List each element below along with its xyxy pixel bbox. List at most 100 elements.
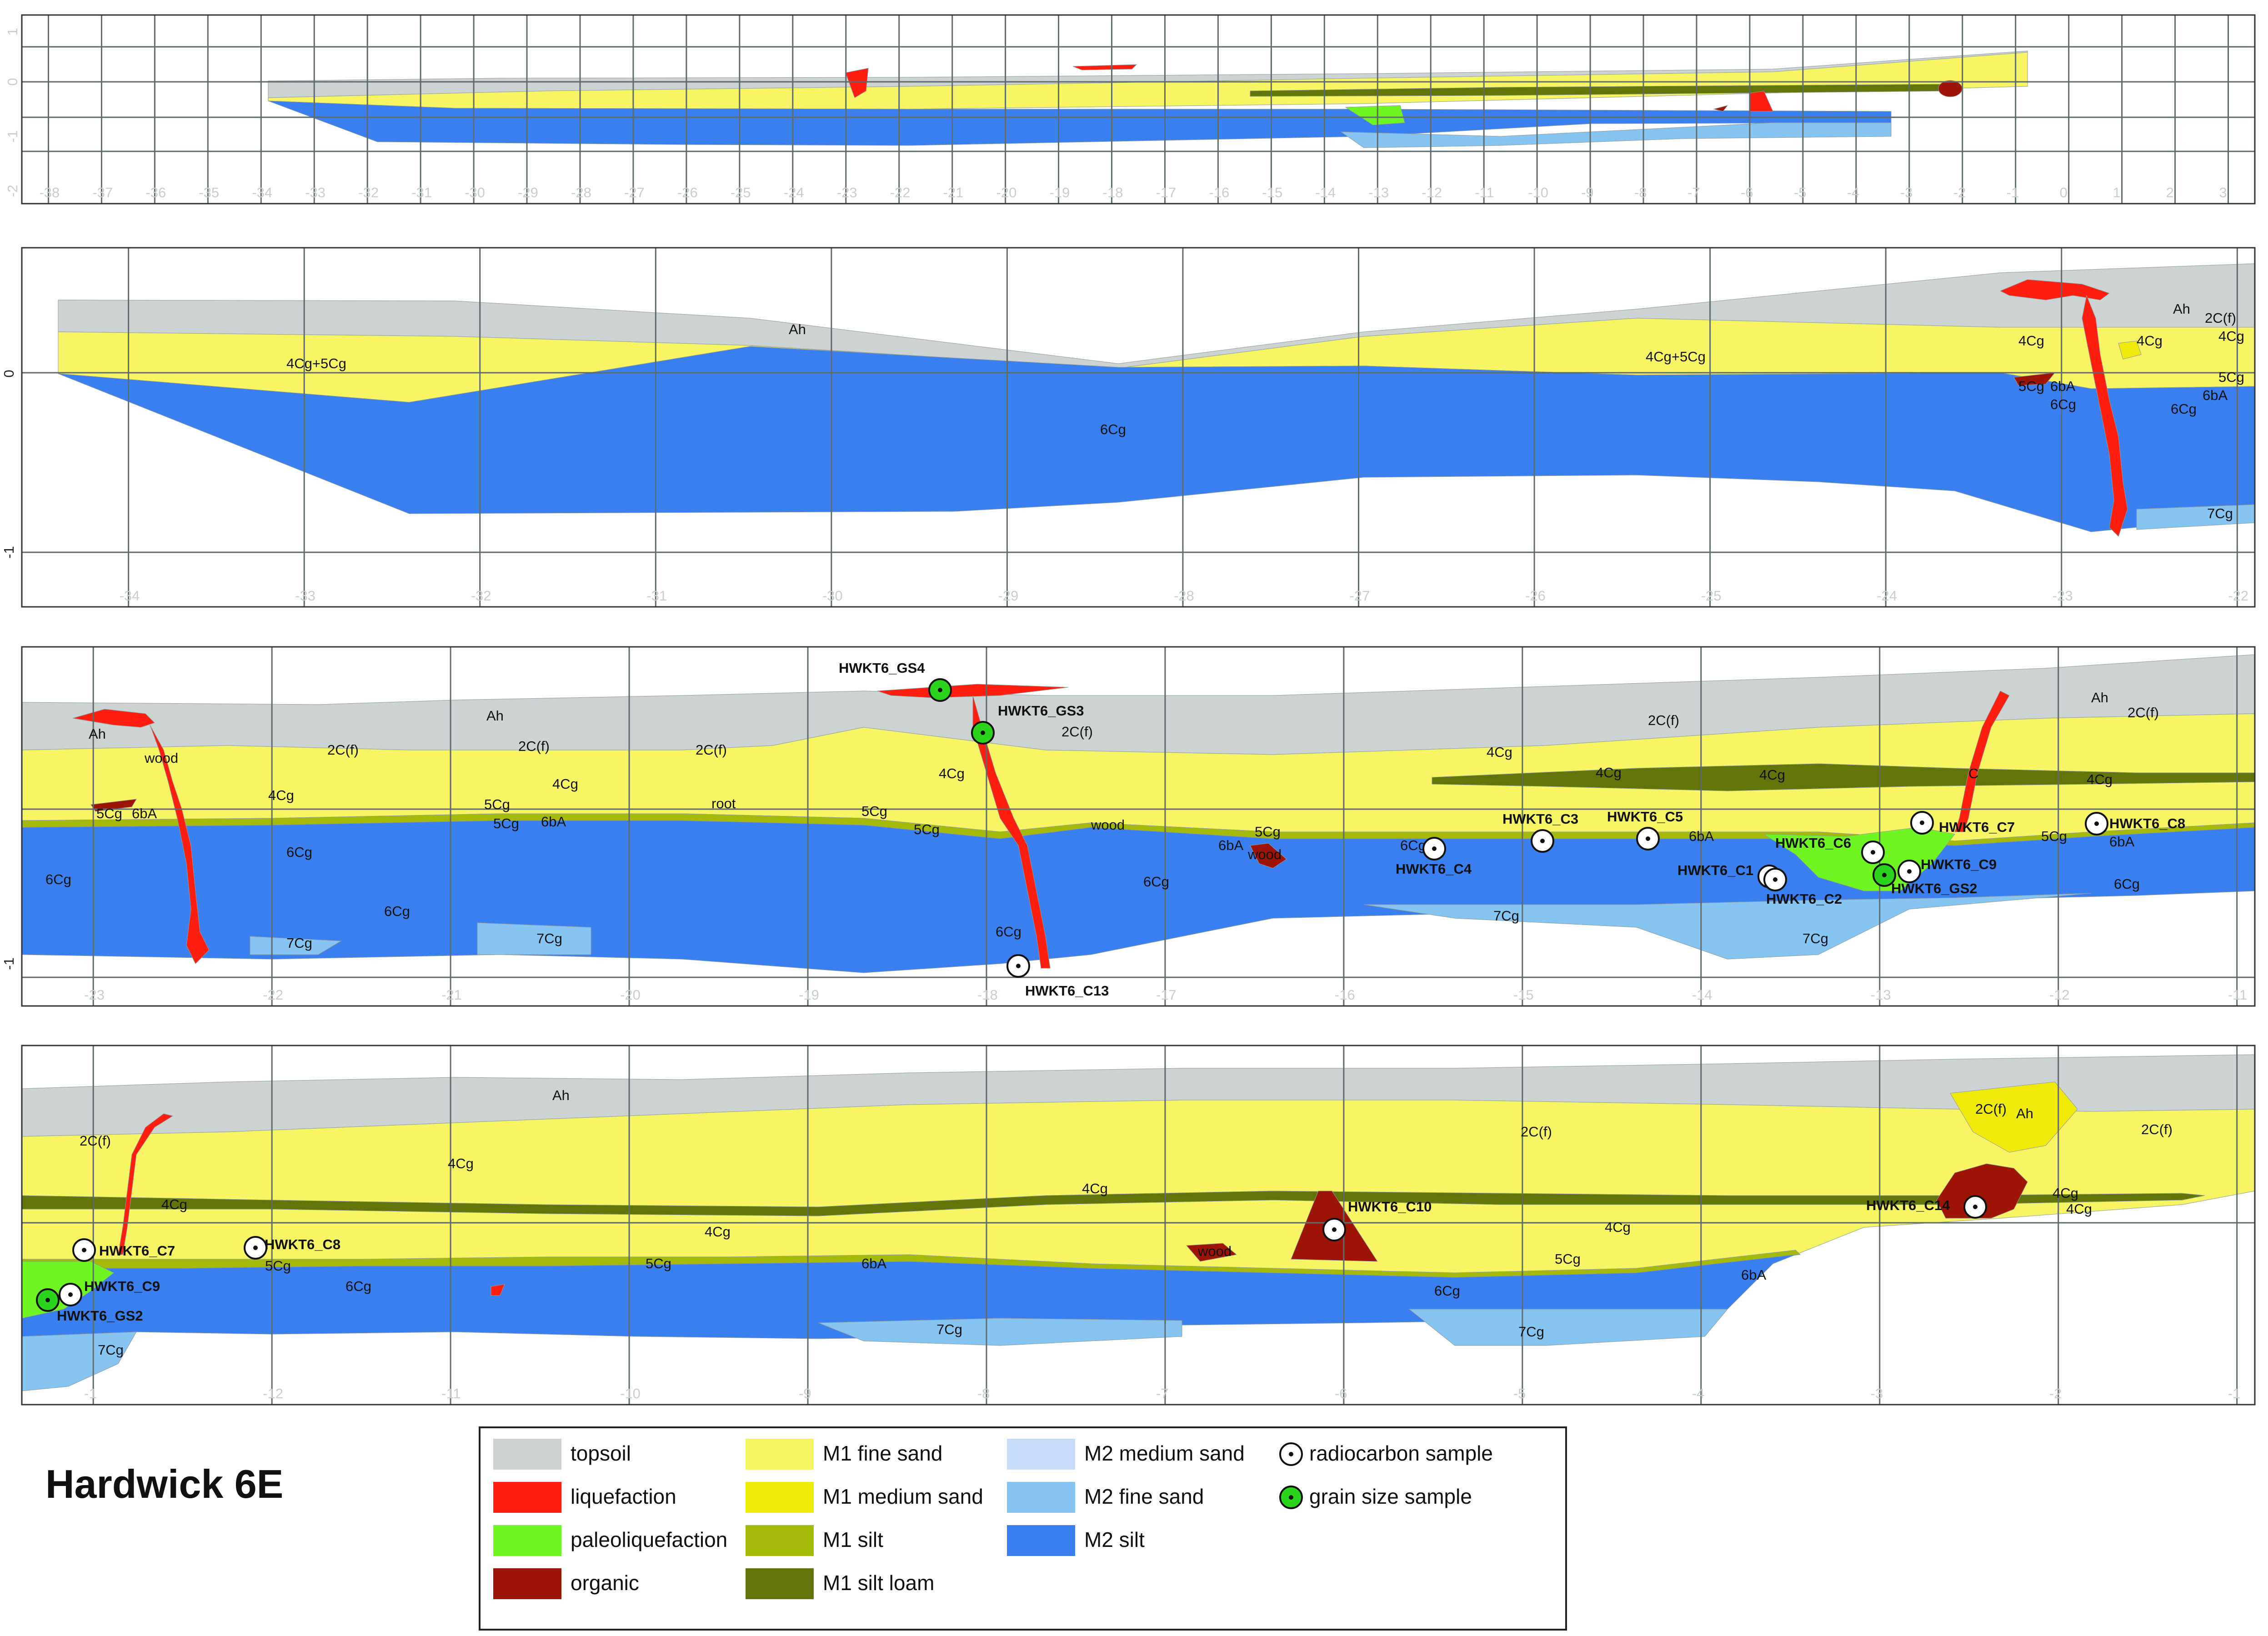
radiocarbon-sample[interactable] [1636,827,1660,851]
x-tick-label: -34 [120,588,140,604]
x-tick-label: -5 [1513,1386,1526,1401]
x-tick-label: -11 [1475,185,1494,200]
radiocarbon-sample[interactable] [1006,954,1030,978]
liquefaction-sill [1072,64,1137,70]
x-tick-label: -28 [1174,588,1194,604]
radiocarbon-sample[interactable] [72,1238,96,1262]
grain-size-sample[interactable] [971,721,995,745]
radiocarbon-sample[interactable] [2085,812,2108,836]
x-tick-label: -2 [2049,1386,2062,1401]
label-6cg: 6Cg [1400,837,1426,853]
x-tick-label: -32 [358,185,379,200]
x-tick-label: -24 [784,185,804,200]
legend-item: liquefaction [493,1482,676,1513]
liquefaction-dike [491,1284,505,1296]
x-tick-label: -38 [39,185,60,200]
label-7cg: 7Cg [286,935,312,951]
x-tick-label: 0 [2060,185,2068,200]
sample-label: HWKT6_C7 [99,1243,175,1259]
legend-label: grain size sample [1309,1485,1472,1508]
organic-wood [1250,843,1287,869]
x-tick-label: -2 [1953,185,1966,200]
label-7cg: 7Cg [1802,931,1828,946]
x-tick-label: -30 [465,185,485,200]
legend-label: paleoliquefaction [571,1528,727,1551]
x-tick-label: -25 [731,185,751,200]
sample-label: HWKT6_C14 [1866,1197,1950,1213]
sample-label: HWKT6_C9 [1921,856,1997,872]
label-2c-f: 2C(f) [1975,1101,2007,1117]
layer-m1-silt-loam [22,1191,2205,1216]
x-tick-label: -14 [1692,987,1712,1003]
legend-label: liquefaction [571,1485,676,1508]
x-tick-label: -25 [1701,588,1722,604]
sample-label: HWKT6_C1 [1677,862,1753,878]
x-tick-label: -31 [411,185,432,200]
layer-m2-fine-sand [1340,122,1892,148]
label-6cg: 6Cg [1143,874,1169,890]
x-tick-label: 3 [2219,185,2227,200]
panel-grid [22,248,2255,607]
label-4cg-5cg: 4Cg+5Cg [1646,349,1706,365]
x-tick-label: -14 [1315,185,1336,200]
x-tick-label: -17 [1156,987,1177,1003]
x-tick-label: -30 [822,588,843,604]
radiocarbon-sample[interactable] [59,1283,82,1306]
x-tick-label: -11 [2228,987,2248,1003]
sample-label: HWKT6_C6 [1775,835,1851,851]
x-tick-label: -20 [996,185,1017,200]
y-tick-label: -1 [5,130,20,143]
label-4cg-5cg: 4Cg+5Cg [286,355,346,371]
legend-swatch [1007,1439,1075,1470]
x-tick-label: -12 [2049,987,2070,1003]
panel-section-4: -1 -12 -11 -10 -9 -8 -7 -6 -5 -4 -3 -2 -1 Ah 2C(f) 4… [21,1045,2256,1406]
x-tick-label: -19 [799,987,819,1003]
x-tick-label: -1 [2007,185,2019,200]
label-5cg: 5Cg [2041,828,2067,844]
radiocarbon-sample[interactable] [1531,829,1554,853]
organic-wood [1186,1243,1237,1262]
sample-label: HWKT6_GS2 [57,1308,143,1324]
grain-size-sample[interactable] [928,678,952,702]
radiocarbon-sample[interactable] [1322,1218,1346,1241]
panel-grid [22,647,2255,1006]
radiocarbon-sample[interactable] [1422,837,1446,861]
label-5cg: 5Cg [646,1256,671,1271]
legend-label: M2 silt [1084,1528,1145,1551]
x-tick-label: -18 [1103,185,1123,200]
label-5cg: 5Cg [96,805,122,821]
layer-m2-fine-sand [477,922,591,955]
radiocarbon-sample[interactable] [1963,1195,1987,1219]
sample-label: HWKT6_GS3 [998,703,1084,719]
liquefaction-dike [1954,690,2010,832]
sample-label: HWKT6_C10 [1348,1199,1432,1215]
x-tick-label: -10 [620,1386,641,1401]
organic-mound [1936,1163,2028,1219]
organic-wood [2013,372,2056,386]
grain-size-sample[interactable] [1872,863,1896,887]
x-tick-label: -27 [624,185,645,200]
x-tick-label: -3 [1900,185,1913,200]
label-4cg: 4Cg [2137,333,2163,349]
radiocarbon-sample[interactable] [1861,841,1885,864]
legend-label: M2 medium sand [1084,1441,1245,1465]
label-2c-f: 2C(f) [1521,1124,1552,1140]
label-6ba: 6bA [2050,378,2075,394]
x-tick-label: -15 [1513,987,1534,1003]
legend-label: M1 medium sand [823,1485,983,1508]
radiocarbon-sample[interactable] [1763,868,1787,891]
legend-label: M1 silt [823,1528,883,1551]
label-6cg: 6Cg [1100,421,1126,437]
grain-size-sample[interactable] [36,1288,60,1312]
sample-label: HWKT6_GS2 [1891,881,1977,896]
radiocarbon-sample[interactable] [1910,811,1934,835]
x-tick-label: -35 [199,185,219,200]
legend-item: M1 medium sand [746,1482,983,1513]
x-tick-label: -22 [2228,588,2248,604]
radiocarbon-sample[interactable] [244,1236,267,1260]
layer-m2-fine-sand [2136,504,2255,530]
x-tick-label: -24 [1877,588,1897,604]
radiocarbon-sample[interactable] [1898,860,1921,883]
label-4cg: 4Cg [161,1196,187,1212]
layer-m2-silt [268,100,1892,146]
